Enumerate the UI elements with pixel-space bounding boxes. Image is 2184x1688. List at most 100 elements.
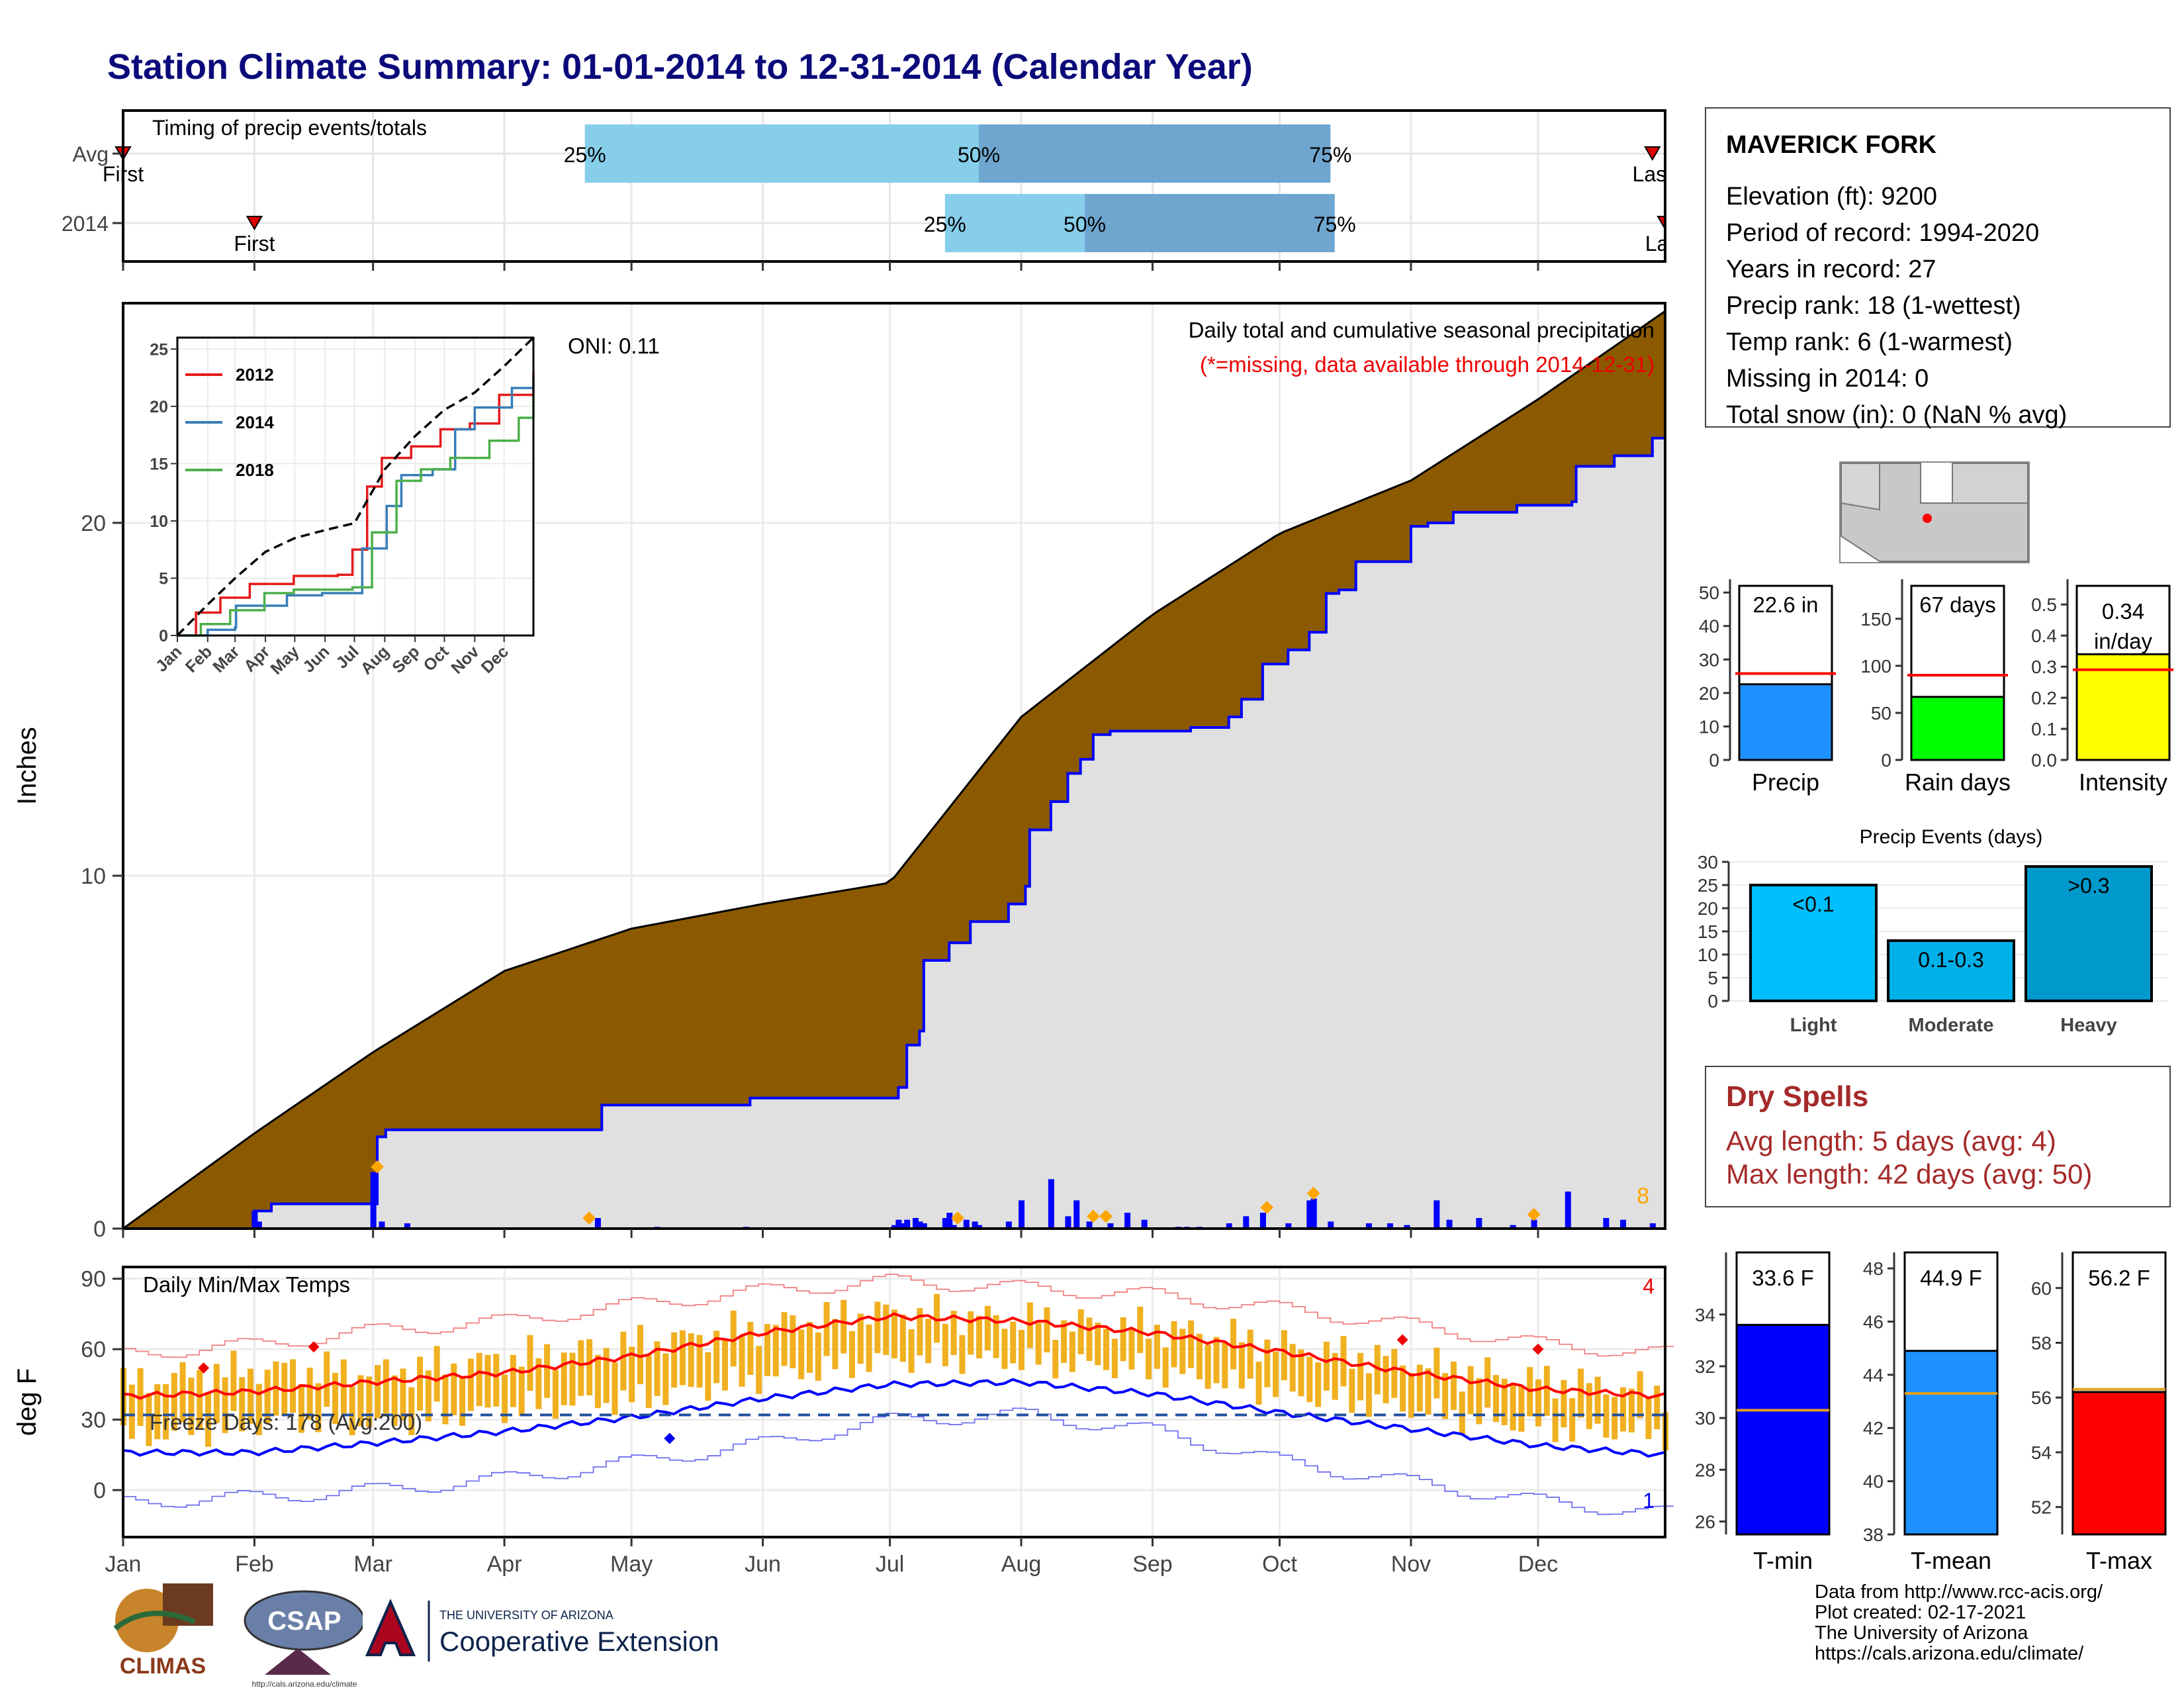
daily-temp-bar — [332, 1372, 339, 1425]
timing-clip-mask — [1666, 111, 1693, 261]
daily-temp-bar — [713, 1331, 720, 1383]
daily-temp-bar — [1255, 1362, 1262, 1405]
daily-precip-bar — [1328, 1221, 1334, 1229]
station-precip-rank: Precip rank: 18 (1-wettest) — [1726, 292, 2021, 320]
daily-temp-bar — [815, 1332, 821, 1381]
daily-temp-bar — [1281, 1330, 1287, 1381]
daily-temp-bar — [620, 1331, 627, 1391]
record-precip-marker — [1086, 1209, 1100, 1223]
events-bar-heavy — [2025, 865, 2153, 1002]
credit-url: https://cals.arizona.edu/climate/ — [1815, 1643, 2084, 1664]
csap-logo-text: CSAP — [267, 1607, 341, 1636]
daily-temp-bar — [756, 1346, 762, 1394]
daily-temp-bar — [874, 1301, 881, 1354]
inset-avg-line — [176, 336, 535, 637]
daily-temp-bar — [1289, 1344, 1296, 1392]
total-value-label: 0.34 — [2102, 599, 2144, 624]
daily-precip-bar — [1306, 1200, 1313, 1229]
temp-total-y-tick-label: 26 — [1695, 1511, 1715, 1532]
timing-range-bar-q2 — [584, 124, 979, 183]
daily-temp-bar — [1535, 1379, 1541, 1427]
record-high-marker — [1532, 1343, 1544, 1355]
daily-temp-bar — [1518, 1386, 1525, 1432]
events-title: Precip Events (days) — [1860, 826, 2043, 848]
temp-x-tick-label: Jul — [876, 1552, 904, 1577]
daily-temp-bar — [688, 1333, 694, 1387]
temp-y-tick-label: 0 — [93, 1478, 106, 1503]
temp-total-y-tick-label: 48 — [1863, 1258, 1884, 1279]
daily-temp-bar — [764, 1324, 770, 1376]
timing-range-bar-q3 — [979, 124, 1331, 183]
daily-temp-bar — [772, 1325, 779, 1377]
daily-temp-bar — [1230, 1319, 1237, 1370]
daily-temp-bar — [1238, 1342, 1245, 1389]
temp-total-y-tick-label: 58 — [2031, 1333, 2052, 1353]
daily-temp-bar — [264, 1370, 271, 1423]
inset-y-tick-label: 5 — [159, 569, 168, 588]
total-y-tick-label: 10 — [1699, 716, 1719, 737]
temp-y-axis-label: deg F — [13, 1368, 42, 1436]
daily-temp-bar — [1645, 1397, 1652, 1439]
daily-temp-bar — [1095, 1323, 1101, 1366]
precip-y-tick-label: 0 — [93, 1217, 106, 1242]
daily-temp-bar — [1010, 1321, 1017, 1364]
total-name-label: Rain days — [1905, 769, 2011, 796]
events-bar-light — [1749, 884, 1878, 1002]
timing-range-bar-q2 — [944, 194, 1085, 252]
daily-temp-bar — [561, 1352, 567, 1405]
temp-total-value-label: 56.2 F — [2088, 1266, 2150, 1290]
daily-temp-bar — [188, 1378, 195, 1435]
daily-temp-bar — [1332, 1352, 1338, 1400]
daily-temp-bar — [1383, 1356, 1389, 1403]
daily-temp-bar — [1619, 1387, 1626, 1432]
daily-temp-bar — [213, 1364, 220, 1423]
daily-temp-bar — [806, 1322, 813, 1373]
total-y-tick-label: 0.4 — [2031, 626, 2057, 646]
total-name-label: Intensity — [2079, 769, 2167, 796]
daily-precip-bar — [1603, 1218, 1610, 1229]
locator-map-neighbor — [1841, 463, 1880, 511]
record-low-marker — [664, 1432, 676, 1444]
total-y-tick-label: 0.0 — [2031, 750, 2057, 771]
ua-logo-bottom-text: Cooperative Extension — [439, 1626, 719, 1657]
daily-temp-bar — [1577, 1368, 1584, 1418]
daily-temp-bar — [197, 1370, 203, 1429]
timing-p75-label: 75% — [1309, 143, 1351, 167]
total-y-tick-label: 40 — [1699, 616, 1719, 637]
daily-temp-bar — [1612, 1397, 1618, 1440]
daily-temp-bar — [1061, 1320, 1068, 1363]
daily-temp-bar — [823, 1302, 830, 1356]
daily-temp-bar — [1594, 1376, 1601, 1424]
temp-total-y-tick-label: 28 — [1695, 1460, 1715, 1480]
station-years: Years in record: 27 — [1726, 256, 1936, 283]
daily-temp-bar — [841, 1299, 847, 1354]
events-category-label: Heavy — [2060, 1015, 2116, 1036]
daily-temp-bar — [1137, 1306, 1144, 1353]
daily-precip-bar — [917, 1221, 923, 1229]
events-y-tick-label: 20 — [1698, 898, 1718, 919]
record-precip-marker — [951, 1211, 964, 1225]
daily-precip-bar — [1387, 1223, 1393, 1229]
locator-map-neighbor — [1952, 463, 2028, 504]
temp-x-tick-label: Nov — [1391, 1552, 1431, 1577]
timing-first-marker — [246, 216, 263, 230]
daily-temp-bar — [425, 1370, 432, 1422]
daily-temp-bar — [290, 1359, 296, 1413]
daily-precip-bar — [895, 1219, 902, 1229]
daily-precip-bar — [1433, 1200, 1440, 1229]
temp-total-y-tick-label: 40 — [1863, 1472, 1884, 1492]
dry-spells-avg: Avg length: 5 days (avg: 4) — [1726, 1125, 2056, 1156]
total-y-tick-label: 100 — [1860, 656, 1891, 677]
timing-row-label: Avg — [72, 142, 109, 166]
temp-total-value-label: 44.9 F — [1920, 1266, 1982, 1290]
credit-data-source: Data from http://www.rcc-acis.org/ — [1815, 1581, 2103, 1603]
daily-temp-bar — [1425, 1368, 1432, 1415]
daily-temp-bar — [230, 1350, 237, 1411]
daily-temp-bar — [1179, 1329, 1186, 1374]
precip-y-tick-label: 20 — [81, 511, 106, 536]
daily-temp-bar — [705, 1352, 711, 1401]
daily-temp-bar — [1001, 1329, 1008, 1370]
daily-temp-bar — [1349, 1368, 1355, 1413]
daily-temp-bar — [908, 1329, 915, 1373]
record-high-marker — [1396, 1334, 1408, 1346]
